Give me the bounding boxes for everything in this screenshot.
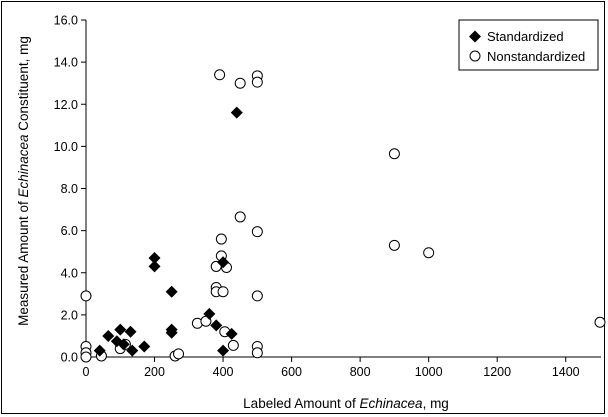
axes-layer: 0.0 2.0 4.0 6.0 8.0 10.0 12.0 14.0 16.0 0 200 400 60… (54, 14, 601, 379)
standardized-point (148, 260, 161, 273)
legend-nonstandardized-label: Nonstandardized (487, 49, 585, 64)
standardized-point (126, 344, 139, 357)
nonstandardized-point (227, 339, 239, 351)
standardized-point (210, 319, 223, 332)
x-tick-label: 0 (83, 365, 90, 379)
y-tick-label: 14.0 (54, 56, 78, 70)
y-tick-label: 8.0 (61, 182, 78, 196)
nonstandardized-point (214, 69, 226, 81)
x-tick-label: 400 (213, 365, 234, 379)
standardized-point (114, 323, 127, 336)
legend-nonstandardized-marker (469, 50, 481, 62)
standardized-point (93, 344, 106, 357)
x-tick-label: 800 (350, 365, 371, 379)
standardized-point (102, 329, 115, 342)
nonstandardized-point (251, 290, 263, 302)
nonstandardized-point (234, 77, 246, 89)
standardized-point (138, 340, 151, 353)
nonstandardized-point (594, 316, 606, 328)
y-tick-label: 0.0 (61, 351, 78, 365)
standardized-point (217, 256, 230, 269)
legend-box (458, 19, 599, 71)
standardized-point (165, 285, 178, 298)
x-tick-label: 1200 (483, 365, 511, 379)
nonstandardized-point (251, 76, 263, 88)
standardized-point (225, 327, 238, 340)
nonstandardized-point (251, 226, 263, 238)
nonstandardized-point (217, 286, 229, 298)
y-tick-label: 2.0 (61, 308, 78, 322)
nonstandardized-point (423, 247, 435, 259)
standardized-point (148, 252, 161, 265)
standardized-point (165, 326, 178, 339)
x-axis-label: Labeled Amount of Echinacea, mg (243, 396, 449, 411)
standardized-point (217, 344, 230, 357)
legend: Standardized Nonstandardized (458, 19, 599, 71)
nonstandardized-point (80, 351, 92, 363)
y-tick-label: 16.0 (54, 14, 78, 28)
y-tick-label: 4.0 (61, 266, 78, 280)
y-tick-label: 10.0 (54, 140, 78, 154)
nonstandardized-point (251, 347, 263, 359)
y-axis-label: Measured Amount of Echinacea Constituent… (16, 36, 31, 326)
y-tick-label: 12.0 (54, 98, 78, 112)
x-tick-label: 1000 (415, 365, 443, 379)
nonstandardized-point (234, 211, 246, 223)
legend-standardized-label: Standardized (487, 29, 564, 44)
points-layer (80, 69, 606, 363)
x-tick-label: 600 (281, 365, 302, 379)
legend-standardized-marker (469, 30, 481, 43)
nonstandardized-point (388, 148, 400, 160)
standardized-point (117, 338, 130, 351)
standardized-point (203, 307, 216, 320)
nonstandardized-point (388, 239, 400, 251)
nonstandardized-point (173, 348, 185, 360)
x-tick-label: 200 (144, 365, 165, 379)
nonstandardized-point (215, 233, 227, 245)
y-tick-label: 6.0 (61, 224, 78, 238)
x-tick-label: 1400 (552, 365, 580, 379)
standardized-point (230, 106, 243, 119)
nonstandardized-point (80, 290, 92, 302)
standardized-point (124, 325, 137, 338)
